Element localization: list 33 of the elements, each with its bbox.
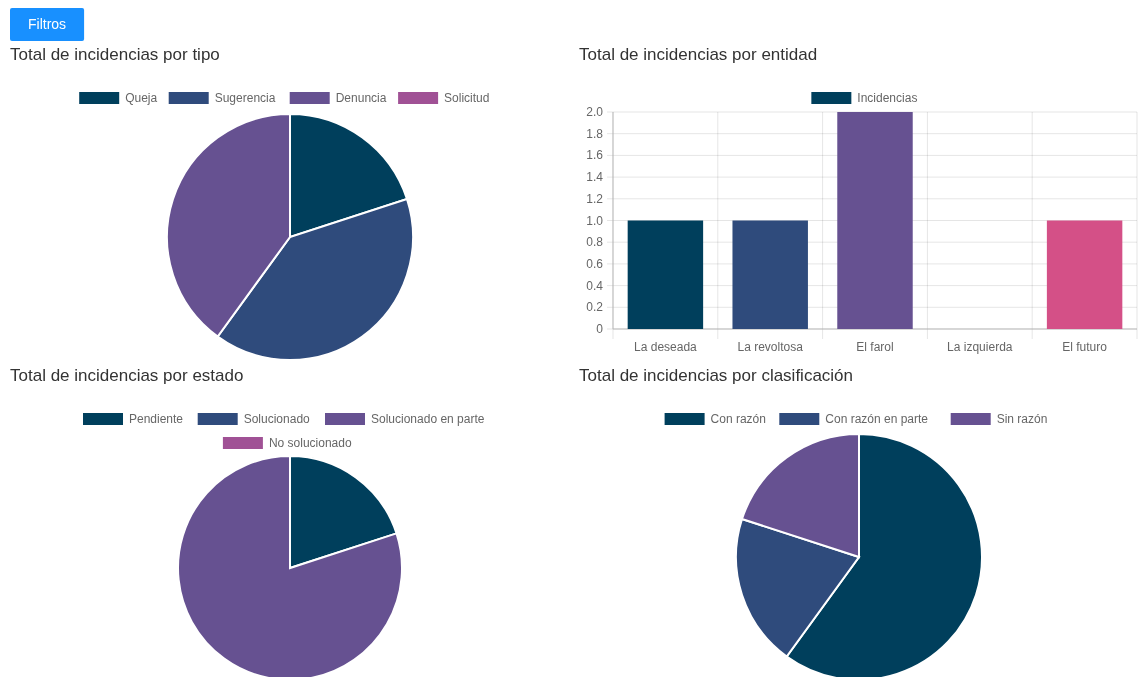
- chart-title: Total de incidencias por estado: [10, 366, 244, 385]
- x-tick-label: La deseada: [634, 340, 698, 354]
- text: Filtros: [27, 16, 67, 32]
- y-tick-label: 1.2: [586, 191, 604, 206]
- legend-label: Solicitud: [444, 91, 490, 105]
- legend-label: Con razón en parte: [825, 412, 929, 426]
- legend-label: Con razón: [710, 412, 766, 426]
- y-tick-label: 2.0: [586, 105, 604, 119]
- legend-label: Queja: [125, 91, 158, 105]
- legend-label: Denuncia: [335, 91, 387, 105]
- x-tick-label: El farol: [856, 340, 894, 354]
- chart-title: Total de incidencias por tipo: [10, 45, 220, 64]
- y-tick-label: 0.4: [586, 278, 604, 293]
- chart-title: Total de incidencias por clasificación: [579, 366, 854, 385]
- y-tick-label: 1.0: [586, 213, 604, 228]
- legend-label: Solucionado en parte: [371, 412, 485, 426]
- chart-title: Total de incidencias por entidad: [579, 45, 818, 64]
- y-tick-label: 0.2: [586, 300, 604, 315]
- y-tick-label: 1.6: [586, 148, 604, 163]
- y-tick-label: 0: [596, 322, 604, 336]
- legend-label: Incidencias: [857, 91, 918, 105]
- legend-label: Sugerencia: [214, 91, 276, 105]
- legend-label: Solucionado: [243, 412, 311, 426]
- x-tick-label: El futuro: [1062, 340, 1108, 354]
- y-tick-label: 1.8: [586, 126, 604, 141]
- legend-label: No solucionado: [268, 436, 352, 450]
- x-tick-label: La izquierda: [947, 340, 1013, 354]
- x-tick-label: La revoltosa: [737, 340, 804, 354]
- y-tick-label: 1.4: [586, 170, 604, 185]
- y-tick-label: 0.6: [586, 256, 604, 271]
- legend-label: Pendiente: [129, 412, 184, 426]
- legend-label: Sin razón: [996, 412, 1048, 426]
- y-tick-label: 0.8: [586, 235, 604, 250]
